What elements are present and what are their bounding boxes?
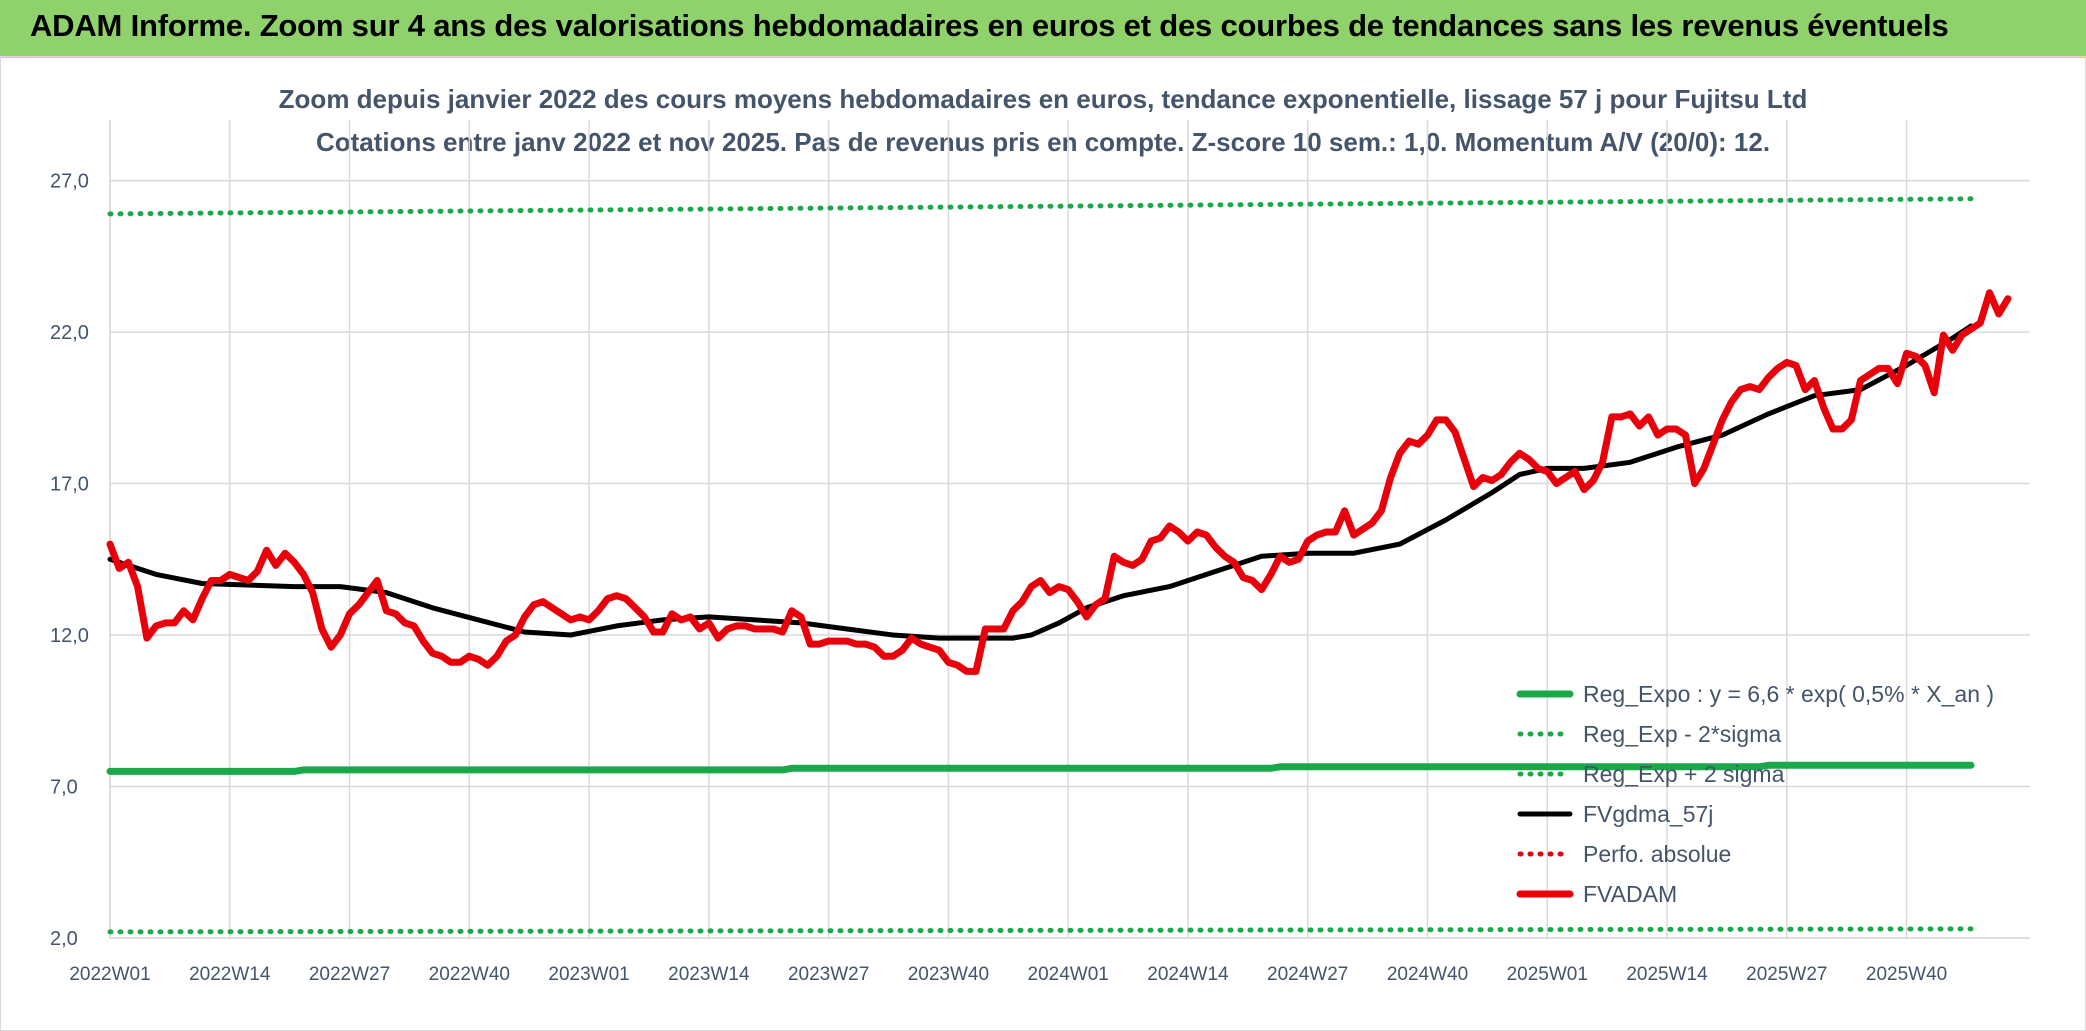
legend-item: Reg_Exp + 2 sigma [1517, 761, 1785, 787]
series-lines [106, 196, 2012, 935]
x-tick-label: 2024W14 [1147, 964, 1229, 985]
legend-label: FVADAM [1583, 881, 1677, 907]
x-tick-label: 2023W27 [788, 964, 869, 985]
report-banner: ADAM Informe. Zoom sur 4 ans des valoris… [0, 0, 2086, 58]
series-line-reg_expo [106, 761, 1975, 775]
x-tick-label: 2023W40 [908, 964, 989, 985]
y-tick-label: 17,0 [50, 474, 89, 496]
x-axis: 2022W01 2022W14 2022W27 2022W40 2023W01 2023W… [69, 964, 1947, 985]
x-tick-label: 2024W01 [1028, 964, 1109, 985]
chart-title: Zoom depuis janvier 2022 des cours moyen… [278, 84, 1808, 114]
y-tick-label: 22,0 [50, 322, 89, 344]
y-tick-label: 7,0 [50, 777, 78, 799]
x-tick-label: 2022W14 [189, 964, 271, 985]
legend-item: Reg_Expo : y = 6,6 * exp( 0,5% * X_an ) [1516, 681, 1994, 707]
legend-label: FVgdma_57j [1583, 801, 1713, 827]
series-line-reg_exp [107, 196, 1974, 217]
x-tick-label: 2025W40 [1866, 964, 1947, 985]
x-tick-label: 2025W01 [1507, 964, 1588, 985]
y-axis: 2,0 7,0 12,0 17,0 22,0 27,0 [50, 171, 89, 950]
y-tick-label: 2,0 [50, 928, 78, 950]
legend-item: Reg_Exp - 2*sigma [1517, 721, 1781, 747]
x-tick-label: 2025W14 [1626, 964, 1708, 985]
legend-item: Perfo. absolue [1517, 841, 1731, 867]
chart-subtitle: Cotations entre janv 2022 et nov 2025. P… [315, 127, 1771, 157]
gridlines [109, 120, 2030, 939]
x-tick-label: 2025W27 [1746, 964, 1827, 985]
legend-item: FVADAM [1516, 881, 1677, 907]
legend: Reg_Expo : y = 6,6 * exp( 0,5% * X_an ) R… [1516, 681, 1994, 907]
legend-label: Reg_Exp - 2*sigma [1583, 721, 1781, 747]
legend-item: FVgdma_57j [1517, 801, 1713, 827]
legend-label: Reg_Expo : y = 6,6 * exp( 0,5% * X_an ) [1583, 681, 1994, 707]
series-line-fvgdma_57j [107, 323, 1974, 641]
y-tick-label: 27,0 [50, 171, 89, 193]
x-tick-label: 2022W40 [429, 964, 510, 985]
legend-label: Reg_Exp + 2 sigma [1583, 761, 1785, 787]
x-tick-label: 2024W40 [1387, 964, 1468, 985]
series-line-fvadam [106, 289, 2012, 675]
x-tick-label: 2023W01 [548, 964, 629, 985]
series-line-reg_exp [107, 926, 1974, 935]
y-tick-label: 12,0 [50, 625, 89, 647]
x-tick-label: 2024W27 [1267, 964, 1348, 985]
legend-label: Perfo. absolue [1583, 841, 1731, 867]
x-tick-label: 2023W14 [668, 964, 750, 985]
report-title: ADAM Informe. Zoom sur 4 ans des valoris… [30, 8, 1949, 43]
x-tick-label: 2022W01 [69, 964, 150, 985]
x-tick-label: 2022W27 [309, 964, 390, 985]
